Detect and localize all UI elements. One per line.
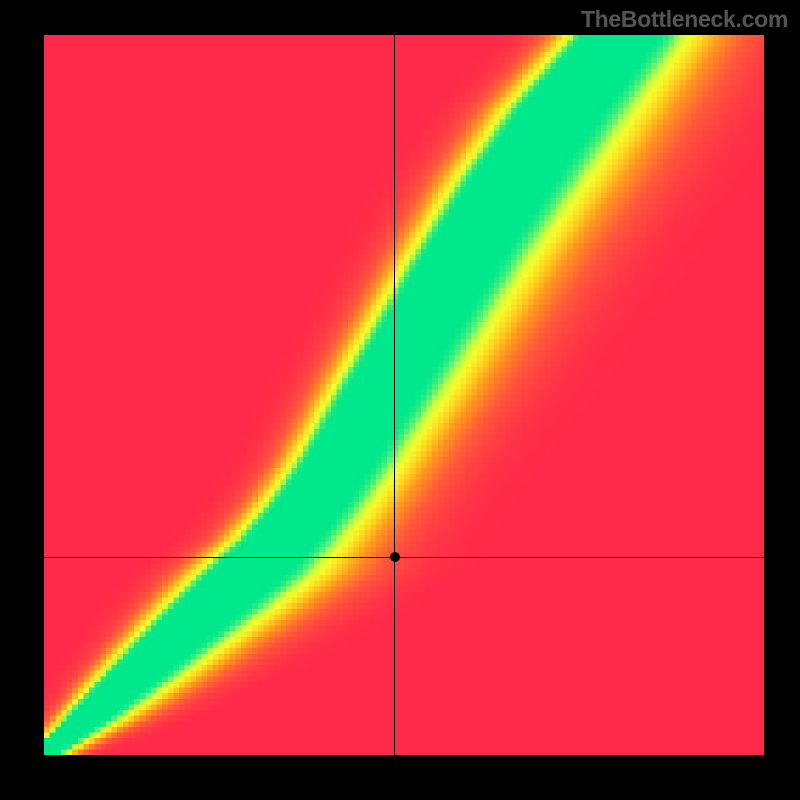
watermark-label: TheBottleneck.com [581, 6, 788, 33]
crosshair-vertical [394, 35, 395, 755]
heatmap-plot-area [44, 35, 764, 755]
chart-container: TheBottleneck.com [0, 0, 800, 800]
crosshair-horizontal [44, 557, 764, 558]
heatmap-canvas [44, 35, 764, 755]
marker-point [390, 552, 400, 562]
